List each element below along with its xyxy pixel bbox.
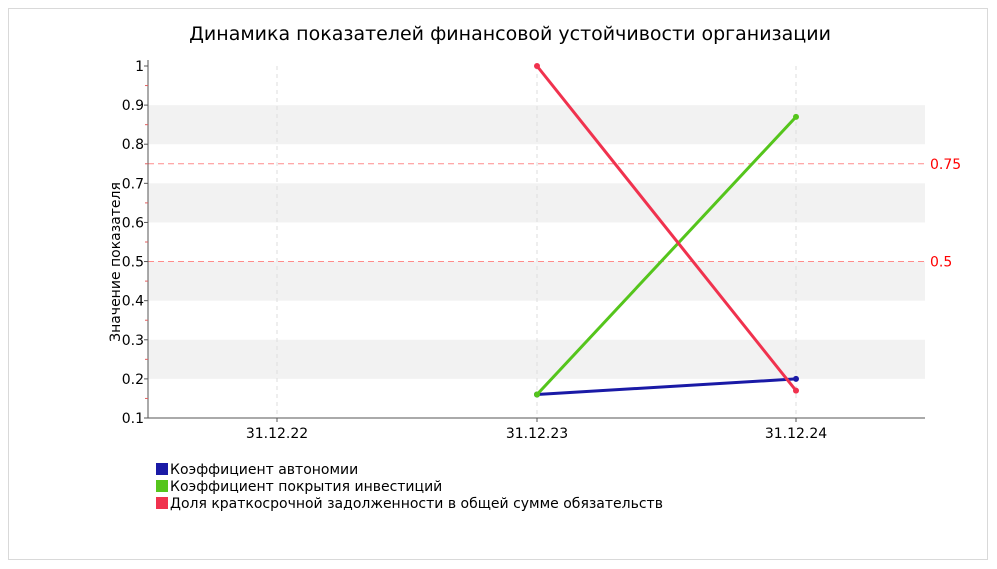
series-line xyxy=(535,115,798,396)
y-tick-label: 0.5 xyxy=(122,255,144,271)
y-tick-labels: 0.1 0.2 0.3 0.4 0.5 0.6 0.7 0.8 0.9 1 xyxy=(122,59,148,427)
y-axis-label: Значение показателя xyxy=(108,182,124,342)
vertical-gridlines xyxy=(276,66,797,418)
legend-label: Коэффициент автономии xyxy=(170,462,358,478)
reference-lines: 0.75 0.5 xyxy=(148,157,961,271)
data-point xyxy=(793,387,799,394)
chart-title: Динамика показателей финансовой устойчив… xyxy=(189,23,831,45)
y-tick-label: 0.4 xyxy=(122,294,144,310)
y-tick-label: 0.3 xyxy=(122,333,144,349)
x-tick-label: 31.12.23 xyxy=(506,426,568,442)
series-line xyxy=(536,377,797,397)
reference-line-label: 0.75 xyxy=(930,157,961,173)
reference-line-label: 0.5 xyxy=(930,255,952,271)
y-tick-label: 0.8 xyxy=(122,137,144,153)
legend-swatch xyxy=(156,480,168,492)
y-tick-label: 0.7 xyxy=(122,176,144,192)
legend-label: Доля краткосрочной задолженности в общей… xyxy=(170,496,663,512)
data-point xyxy=(534,391,540,398)
data-point xyxy=(793,113,799,120)
y-tick-label: 1 xyxy=(135,59,144,75)
x-tick-labels: 31.12.22 31.12.23 31.12.24 xyxy=(246,418,827,442)
y-tick-label: 0.6 xyxy=(122,215,144,231)
x-tick-label: 31.12.24 xyxy=(765,426,827,442)
series-line xyxy=(535,65,798,392)
data-point xyxy=(793,375,799,382)
series-lines xyxy=(534,63,799,398)
legend-label: Коэффициент покрытия инвестиций xyxy=(170,479,442,495)
data-point xyxy=(534,63,540,69)
y-tick-label: 0.9 xyxy=(122,98,144,114)
y-tick-label: 0.1 xyxy=(122,411,144,427)
legend-swatch xyxy=(156,497,168,509)
legend-swatch xyxy=(156,463,168,475)
y-tick-label: 0.2 xyxy=(122,372,144,388)
x-tick-label: 31.12.22 xyxy=(246,426,308,442)
